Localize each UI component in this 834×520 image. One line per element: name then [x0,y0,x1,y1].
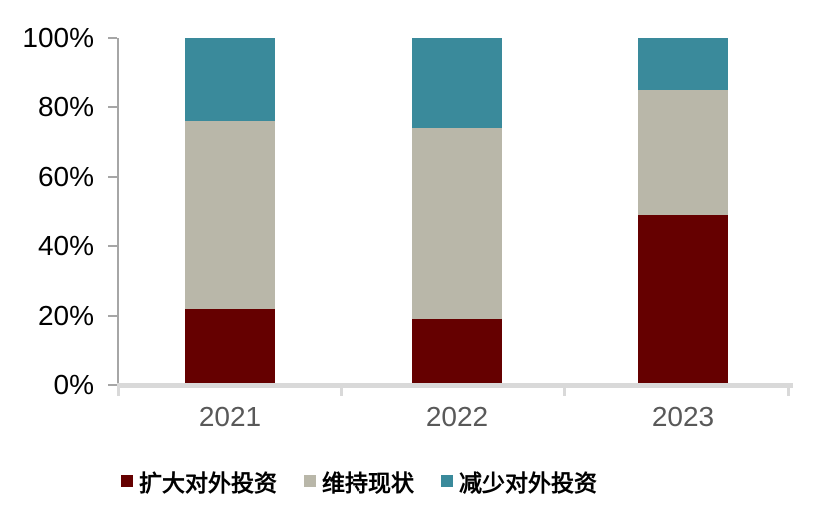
legend-swatch-icon [304,475,316,487]
y-axis-tick-label: 20% [37,299,94,331]
x-axis-line [117,383,793,388]
y-axis-tick-label: 0% [53,369,94,400]
legend-swatch-icon [121,475,133,487]
x-axis-label-2023: 2023 [651,401,715,432]
y-tick-mark [108,384,117,386]
x-tick-mark [787,383,790,396]
x-axis-label-2022: 2022 [425,401,489,432]
y-tick-mark [108,106,117,109]
legend-label: 减少对外投资 [459,470,597,496]
bar-segment-2023-series2 [638,38,728,91]
bar-segment-2023-series1 [638,90,728,215]
y-axis-tick-label: 40% [37,230,94,262]
y-axis-tick-label: 60% [37,160,94,192]
bar-segment-2022-series1 [412,128,502,320]
y-tick-mark [108,175,117,178]
x-tick-mark [340,383,343,396]
stacked-bar-2022 [412,38,502,385]
x-tick-mark [117,383,120,396]
stacked-bar-2023 [638,38,728,385]
y-tick-mark [108,314,117,317]
legend-item-series2: 减少对外投资 [441,464,597,498]
bar-segment-2021-series2 [185,38,275,122]
legend: 扩大对外投资 维持现状 减少对外投资 [121,464,597,498]
bar-segment-2022-series2 [412,38,502,129]
y-axis-tick-label: 100% [22,22,94,53]
y-tick-mark [108,245,117,248]
y-axis-tick-label: 80% [37,91,94,123]
x-tick-mark [563,383,566,396]
bar-segment-2022-series0 [412,319,502,385]
legend-label: 扩大对外投资 [139,470,277,496]
y-tick-mark [108,37,117,39]
legend-item-series0: 扩大对外投资 [121,464,277,498]
legend-label: 维持现状 [322,470,414,496]
x-axis-label-2021: 2021 [198,401,262,432]
bar-segment-2023-series0 [638,215,728,385]
bar-segment-2021-series1 [185,121,275,309]
legend-swatch-icon [441,475,453,487]
legend-item-series1: 维持现状 [304,464,414,498]
stacked-bar-2021 [185,38,275,385]
y-axis-line [117,38,119,393]
bar-segment-2021-series0 [185,308,275,385]
